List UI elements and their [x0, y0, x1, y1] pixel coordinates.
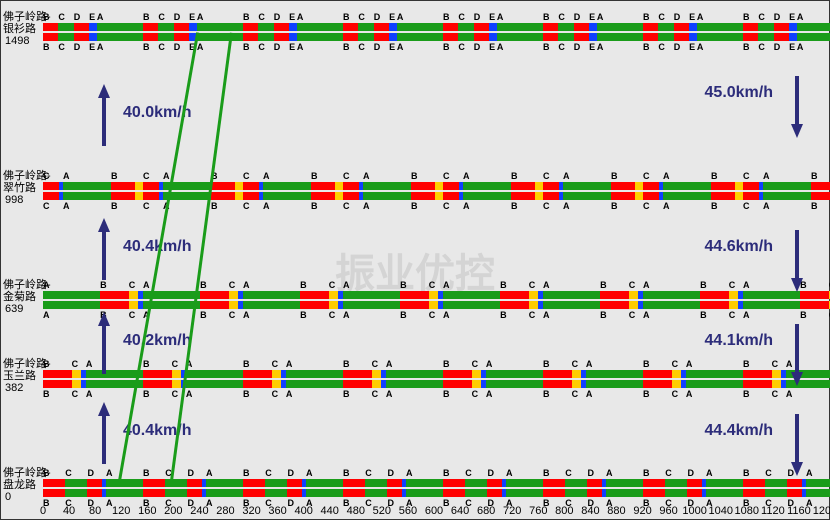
- arrow-down-icon: [791, 124, 803, 138]
- station-value: 639: [5, 303, 23, 315]
- arrow-up-icon: [98, 218, 110, 232]
- speed-label-right: 44.4km/h: [705, 422, 773, 440]
- x-tick: 880: [607, 505, 625, 517]
- x-tick: 0: [40, 505, 46, 517]
- x-tick: 680: [477, 505, 495, 517]
- green-band-line: [170, 32, 233, 481]
- plot-area: BCDEABCDEABCDEABCDEABCDEABCDEABCDEABCDEA…: [43, 5, 823, 499]
- x-tick: 440: [321, 505, 339, 517]
- station-value: 998: [5, 194, 23, 206]
- station-label: 佛子岭路-银衫路: [3, 11, 51, 35]
- x-tick: 560: [399, 505, 417, 517]
- arrow-up-icon: [98, 402, 110, 416]
- x-tick: 120: [112, 505, 130, 517]
- x-tick: 960: [659, 505, 677, 517]
- arrow-down-icon: [791, 278, 803, 292]
- speed-label-right: 44.6km/h: [705, 238, 773, 256]
- signal-coordination-chart: 振业优控 BCDEABCDEABCDEABCDEABCDEABCDEABCDEA…: [0, 0, 830, 520]
- x-tick: 240: [190, 505, 208, 517]
- speed-label-left: 40.4km/h: [123, 422, 191, 440]
- x-tick: 1160: [787, 505, 811, 517]
- x-tick: 520: [373, 505, 391, 517]
- x-tick: 600: [425, 505, 443, 517]
- x-tick: 360: [268, 505, 286, 517]
- x-tick: 200: [164, 505, 182, 517]
- x-tick: 1200: [813, 505, 830, 517]
- x-tick: 160: [138, 505, 156, 517]
- x-tick: 840: [581, 505, 599, 517]
- x-tick: 1080: [735, 505, 759, 517]
- x-tick: 1000: [682, 505, 706, 517]
- x-tick: 760: [529, 505, 547, 517]
- x-tick: 320: [242, 505, 260, 517]
- station-value: 382: [5, 382, 23, 394]
- station-label: 佛子岭路-金菊路: [3, 279, 51, 303]
- x-tick: 80: [89, 505, 101, 517]
- x-tick: 1040: [708, 505, 732, 517]
- speed-label-left: 40.2km/h: [123, 332, 191, 350]
- x-tick: 720: [503, 505, 521, 517]
- station-label: 佛子岭路-盘龙路: [3, 467, 51, 491]
- x-tick: 480: [347, 505, 365, 517]
- x-tick: 1120: [761, 505, 785, 517]
- station-value: 0: [5, 491, 11, 503]
- station-label: 佛子岭路-翠竹路: [3, 170, 51, 194]
- arrow-down-icon: [791, 462, 803, 476]
- station-label: 佛子岭路-玉兰路: [3, 358, 51, 382]
- speed-label-right: 45.0km/h: [705, 84, 773, 102]
- speed-label-right: 44.1km/h: [705, 332, 773, 350]
- station-value: 1498: [5, 35, 29, 47]
- arrow-up-icon: [98, 84, 110, 98]
- x-tick: 800: [555, 505, 573, 517]
- arrow-down-icon: [791, 372, 803, 386]
- green-band-line: [118, 32, 199, 481]
- x-tick: 920: [633, 505, 651, 517]
- x-tick: 640: [451, 505, 469, 517]
- arrow-up-icon: [98, 312, 110, 326]
- x-tick: 40: [63, 505, 75, 517]
- x-tick: 400: [294, 505, 312, 517]
- x-tick: 280: [216, 505, 234, 517]
